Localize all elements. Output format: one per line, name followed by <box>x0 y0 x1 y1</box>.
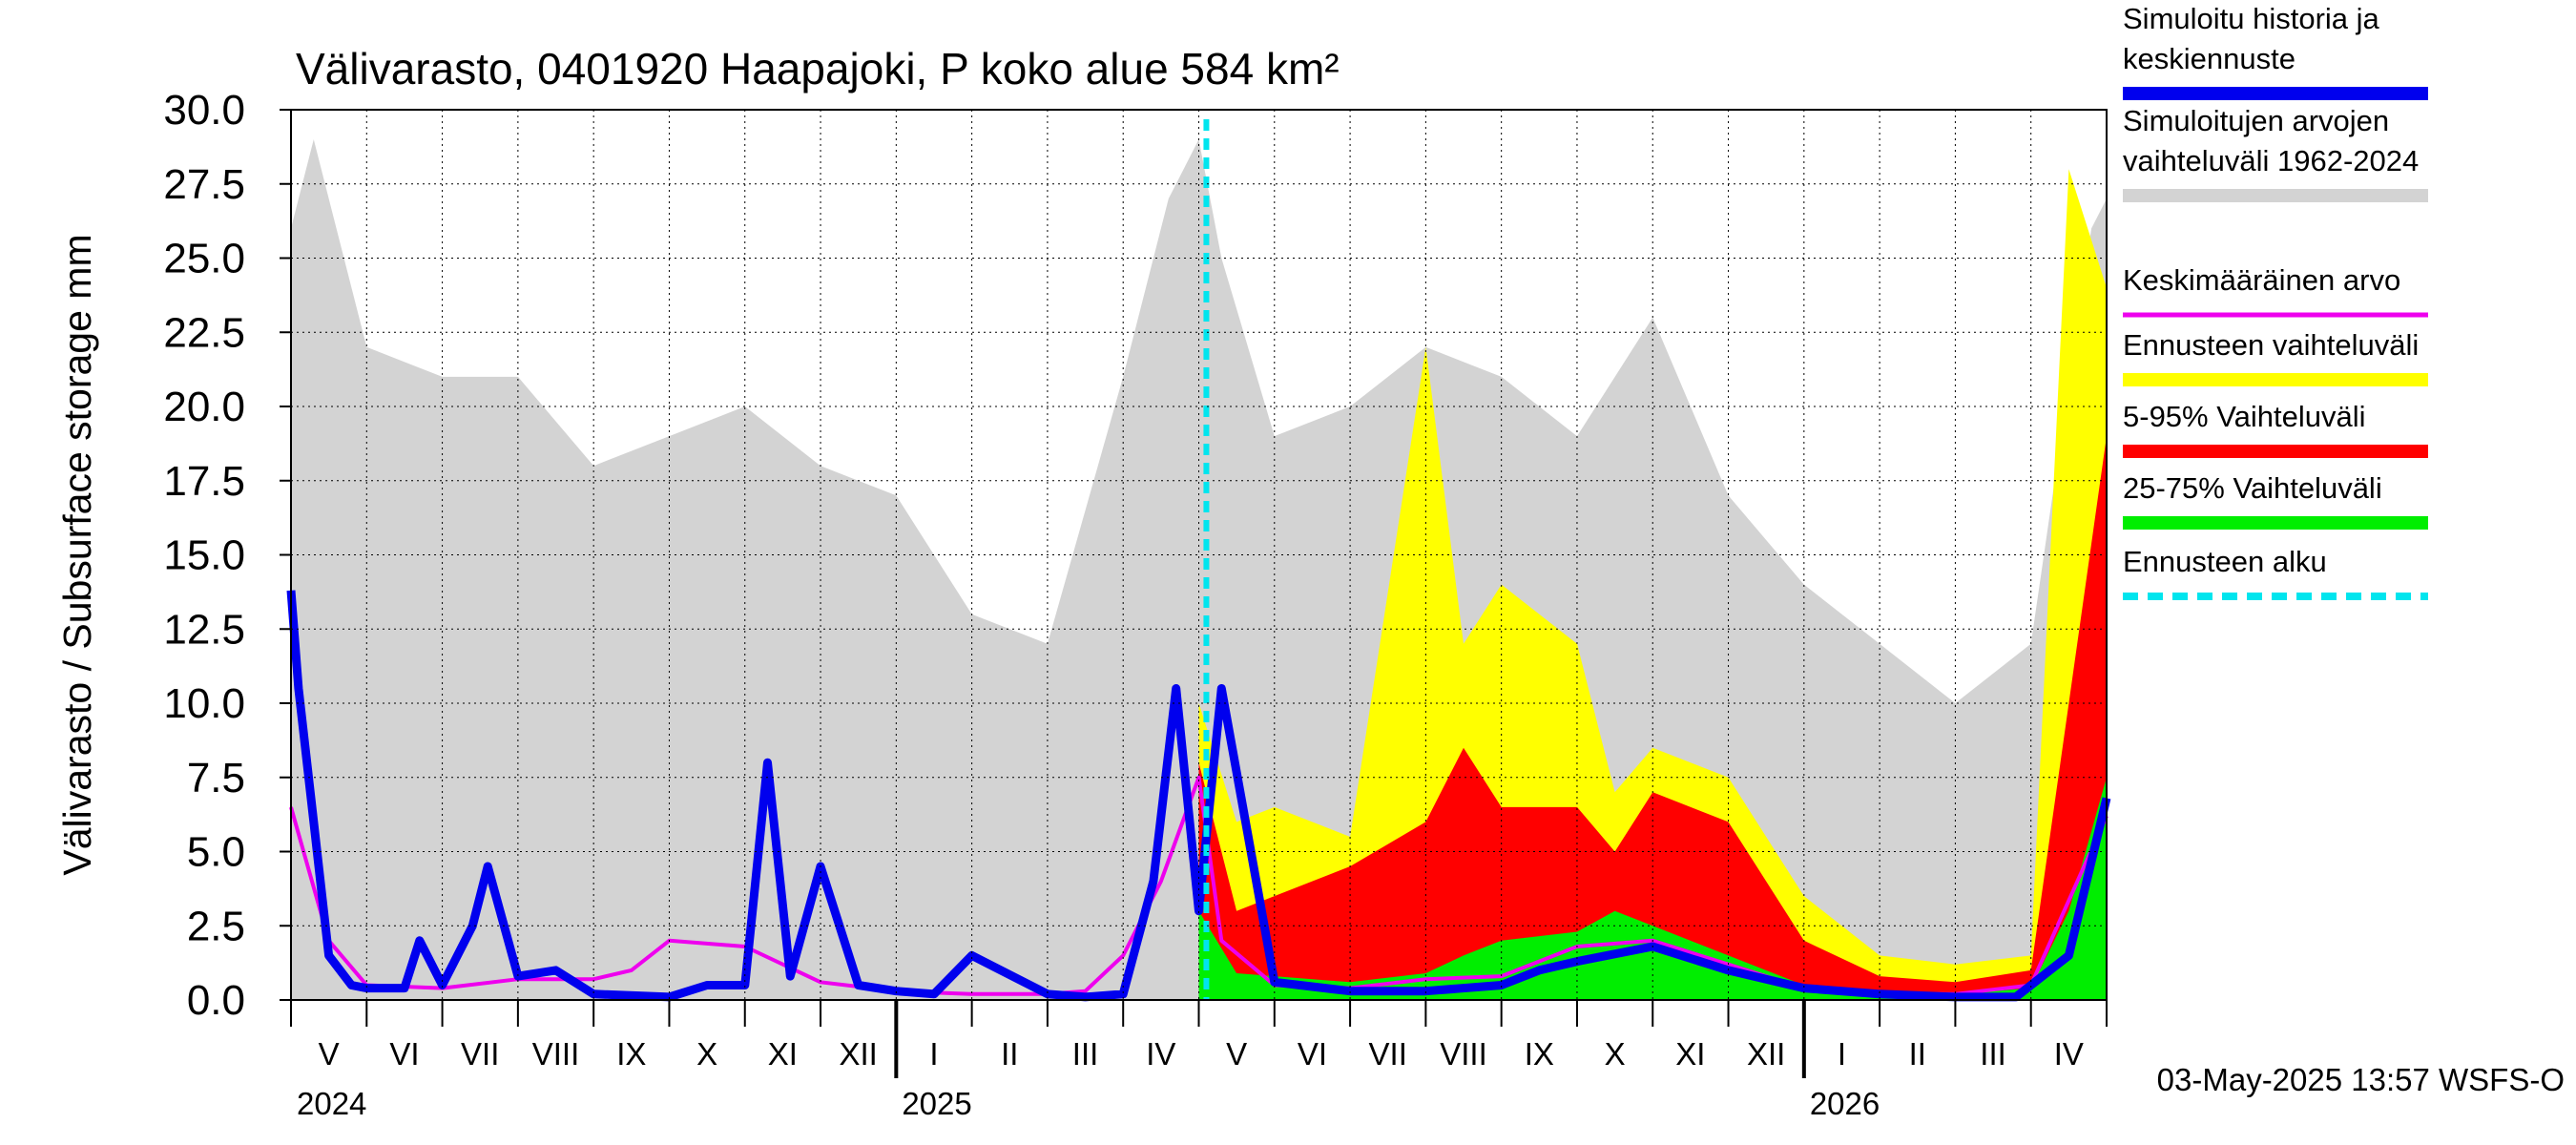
legend-item-simuloitu-historia-ja-keskiennuste: Simuloitu historia ja keskiennuste <box>2123 2 2428 100</box>
legend-label: keskiennuste <box>2123 42 2296 75</box>
month-label: I <box>929 1036 938 1072</box>
month-label: VI <box>1298 1036 1327 1072</box>
y-tick-label: 27.5 <box>163 161 245 208</box>
legend-label: Ennusteen alku <box>2123 545 2327 578</box>
legend-label: 5-95% Vaihteluväli <box>2123 400 2365 433</box>
month-label: VI <box>389 1036 419 1072</box>
month-label: XI <box>1675 1036 1705 1072</box>
month-label: IV <box>1146 1036 1175 1072</box>
y-tick-label: 5.0 <box>187 829 245 876</box>
month-label: II <box>1909 1036 1926 1072</box>
y-tick-label: 7.5 <box>187 755 245 802</box>
y-tick-label: 10.0 <box>163 680 245 727</box>
month-label: XII <box>840 1036 878 1072</box>
month-label: IV <box>2054 1036 2084 1072</box>
y-tick-label: 12.5 <box>163 606 245 653</box>
legend-label: Simuloitujen arvojen <box>2123 104 2389 137</box>
month-label: XI <box>768 1036 798 1072</box>
month-label: VIII <box>1440 1036 1487 1072</box>
series-5-95-vaihteluv-li <box>1198 436 2107 1001</box>
footer-timestamp: 03-May-2025 13:57 WSFS-O <box>2157 1062 2565 1097</box>
month-label: X <box>1605 1036 1626 1072</box>
month-label: IX <box>1525 1036 1554 1072</box>
legend-label: Keskimääräinen arvo <box>2123 263 2400 297</box>
month-label: VII <box>461 1036 499 1072</box>
legend-label: 25-75% Vaihteluväli <box>2123 471 2382 505</box>
y-tick-label: 25.0 <box>163 236 245 282</box>
legend-label: vaihteluväli 1962-2024 <box>2123 144 2419 177</box>
series-25-75-vaihteluv-li <box>1198 777 2107 1000</box>
month-label: V <box>1226 1036 1247 1072</box>
y-tick-label: 20.0 <box>163 384 245 430</box>
month-label: III <box>1072 1036 1099 1072</box>
legend: Simuloitu historia jakeskiennusteSimuloi… <box>2123 2 2428 600</box>
legend-item-simuloitujen-arvojen-vaihteluv-li-1962-2024: Simuloitujen arvojen vaihteluväli 1962-20… <box>2123 104 2428 202</box>
grid <box>291 110 2107 1000</box>
legend-label: Simuloitu historia ja <box>2123 2 2380 35</box>
legend-item-ennusteen-alku: Ennusteen alku <box>2123 545 2428 600</box>
month-label: III <box>1980 1036 2006 1072</box>
month-label: II <box>1001 1036 1018 1072</box>
year-label: 2026 <box>1810 1086 1880 1121</box>
y-tick-label: 17.5 <box>163 458 245 505</box>
legend-label: Ennusteen vaihteluväli <box>2123 328 2419 362</box>
year-label: 2024 <box>297 1086 366 1121</box>
month-label: I <box>1838 1036 1846 1072</box>
chart-title: Välivarasto, 0401920 Haapajoki, P koko a… <box>296 44 1340 94</box>
month-label: X <box>696 1036 717 1072</box>
y-axis-label: Välivarasto / Subsurface storage mm <box>55 234 99 875</box>
month-label: IX <box>616 1036 646 1072</box>
y-tick-label: 22.5 <box>163 309 245 356</box>
legend-item-keskim-r-inen-arvo: Keskimääräinen arvo <box>2123 263 2428 318</box>
legend-item-25-75-vaihteluv-li: 25-75% Vaihteluväli <box>2123 471 2428 530</box>
axes: 0.0 2.5 5.0 7.5 10.0 12.5 15.0 17.5 20.0 22.5 25.0… <box>163 87 2108 1121</box>
month-label: VII <box>1369 1036 1407 1072</box>
y-tick-label: 30.0 <box>163 87 245 134</box>
legend-item-5-95-vaihteluv-li: 5-95% Vaihteluväli <box>2123 400 2428 458</box>
month-label: VIII <box>532 1036 580 1072</box>
y-tick-label: 0.0 <box>187 977 245 1024</box>
series-simuloitu-historia-ja-keskiennuste <box>286 590 2111 1002</box>
y-tick-label: 2.5 <box>187 903 245 949</box>
month-label: V <box>319 1036 340 1072</box>
plot-area <box>286 119 2111 1002</box>
legend-item-ennusteen-vaihteluv-li: Ennusteen vaihteluväli <box>2123 328 2428 386</box>
year-label: 2025 <box>902 1086 971 1121</box>
month-label: XII <box>1747 1036 1785 1072</box>
y-tick-label: 15.0 <box>163 532 245 579</box>
